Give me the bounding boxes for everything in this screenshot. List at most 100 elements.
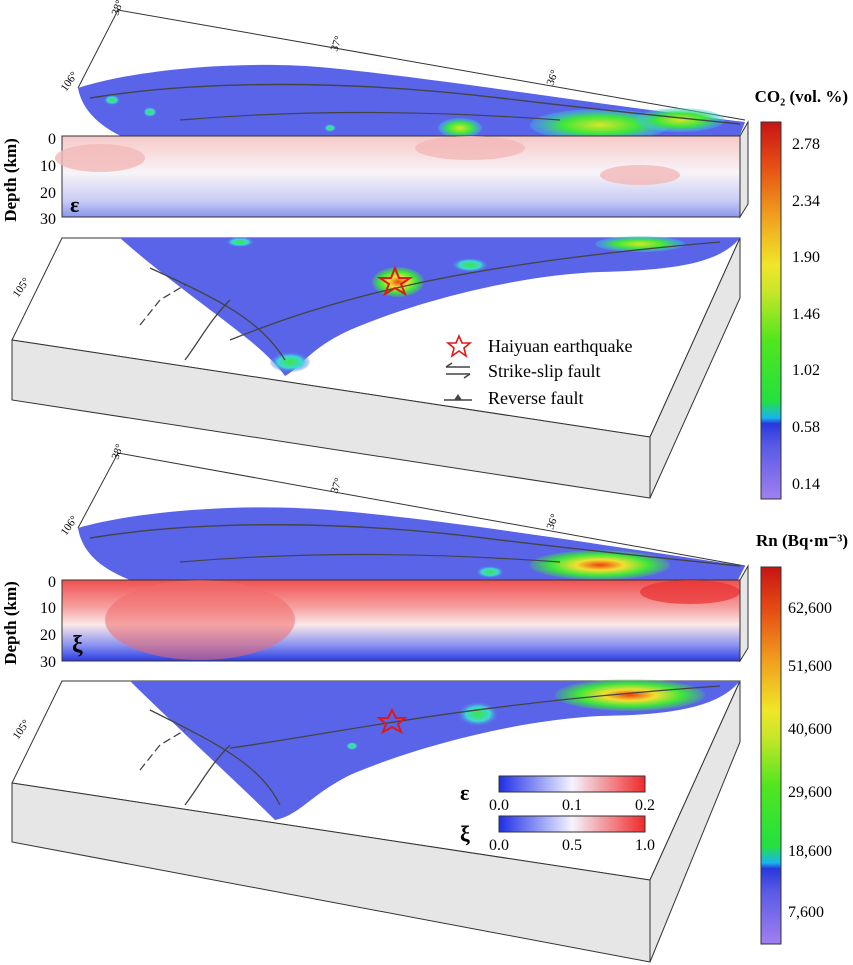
co2-anomaly	[530, 109, 670, 141]
fault-line	[179, 553, 561, 563]
latitude-label: 36°	[545, 68, 562, 87]
fault-line	[184, 299, 231, 361]
xi-scale-bar	[498, 815, 646, 833]
section-scales: ε 0.0 0.1 0.2 ξ 0.0 0.5 1.0	[460, 775, 655, 854]
depth-tick: 30	[40, 211, 56, 228]
colorbar-tick: 0.58	[792, 419, 820, 436]
section-symbol: ε	[70, 192, 79, 217]
colorbar-tick: 1.46	[792, 306, 820, 323]
top-map-frame	[77, 452, 746, 567]
latitude-label: 37°	[329, 476, 346, 495]
block-side	[649, 680, 741, 963]
colorbar-tick: 2.34	[792, 193, 820, 210]
colorbar-tick: 0.14	[792, 476, 820, 493]
rn-anomaly	[530, 550, 670, 580]
colorbar-tick: 40,600	[788, 721, 832, 738]
star-icon	[376, 707, 408, 735]
latitude-label: 37°	[329, 34, 346, 53]
co2-colorbar: CO₂ (vol. %) 2.78 2.34 1.90 1.46 1.02 0.…	[755, 87, 848, 500]
depth-tick: 0	[48, 574, 56, 591]
longitude-label: 106°	[59, 70, 81, 94]
xi-scale-tick: 0.0	[489, 837, 509, 854]
section-anomaly	[55, 144, 145, 172]
rn-anomaly	[458, 702, 498, 726]
epsilon-scale-tick: 0.2	[635, 797, 655, 814]
longitude-label: 105°	[11, 718, 33, 742]
xi-scale-tick: 0.5	[562, 837, 582, 854]
fault-line	[179, 111, 561, 121]
legend-strike-slip-label: Strike-slip fault	[488, 361, 600, 381]
rn-anomaly	[555, 679, 705, 711]
xi-scale-tick: 1.0	[635, 837, 655, 854]
colorbar-tick: 1.90	[792, 249, 820, 266]
depth-tick: 10	[40, 158, 56, 175]
co2-anomaly	[143, 107, 157, 117]
latitude-label: 38°	[110, 0, 127, 17]
epsilon-scale-tick: 0.1	[562, 797, 582, 814]
co2-anomaly	[438, 118, 482, 138]
co2-anomaly	[635, 108, 725, 132]
fault-line	[229, 685, 721, 749]
lower-map-surface	[120, 238, 740, 376]
co2-anomaly	[452, 258, 488, 272]
section-anomaly	[105, 580, 295, 660]
depth-section-side	[739, 120, 749, 219]
star-icon	[376, 265, 414, 297]
lower-map-surface	[130, 681, 740, 820]
colorbar-tick: 1.02	[792, 362, 820, 379]
epsilon-scale-bar	[498, 775, 646, 793]
top-map-frame	[77, 9, 746, 121]
fault-line	[139, 284, 186, 326]
co2-panel: 38° 37° 36° 106° ε Depth (km) 0 10 20 30…	[1, 0, 848, 500]
depth-axis-title: Depth (km)	[1, 138, 20, 222]
depth-tick: 10	[40, 600, 56, 617]
colorbar-tick: 62,600	[788, 600, 832, 617]
co2-anomaly	[372, 267, 424, 297]
colorbar-bar	[760, 566, 782, 945]
depth-tick: 20	[40, 185, 56, 202]
colorbar-title: CO₂ (vol. %)	[755, 87, 848, 106]
section-anomaly	[600, 165, 680, 185]
co2-anomaly	[270, 352, 310, 372]
co2-anomaly	[104, 95, 120, 105]
co2-anomaly	[226, 237, 254, 247]
section-anomaly	[640, 580, 740, 604]
longitude-label: 106°	[59, 514, 81, 538]
rn-panel: 38° 37° 36° 106° ξ Depth (km) 0 10 20 30…	[1, 442, 848, 963]
xi-scale-symbol: ξ	[460, 821, 470, 846]
rn-anomaly	[346, 742, 358, 750]
legend: Haiyuan earthquake Strike-slip fault Rev…	[444, 333, 632, 408]
section-anomaly	[415, 136, 525, 160]
epsilon-scale-symbol: ε	[460, 780, 469, 805]
depth-tick: 0	[48, 131, 56, 148]
star-icon	[445, 333, 473, 358]
section-symbol: ξ	[72, 632, 83, 658]
legend-reverse-label: Reverse fault	[488, 388, 583, 408]
fault-line	[149, 709, 281, 806]
strike-slip-icon	[445, 362, 471, 379]
latitude-label: 38°	[110, 442, 127, 461]
fault-line	[139, 729, 186, 771]
co2-anomaly	[595, 236, 685, 252]
fault-line	[229, 241, 721, 341]
depth-tick: 20	[40, 627, 56, 644]
legend-earthquake-label: Haiyuan earthquake	[488, 336, 632, 356]
latitude-label: 36°	[545, 512, 562, 531]
rn-colorbar: Rn (Bq·m⁻³) 62,600 51,600 40,600 29,600 …	[756, 531, 848, 945]
depth-axis-title: Depth (km)	[1, 581, 20, 665]
longitude-label: 105°	[11, 276, 33, 300]
depth-tick: 30	[40, 654, 56, 671]
co2-anomaly	[324, 124, 336, 132]
depth-section-side	[739, 564, 749, 663]
block-side	[649, 237, 741, 499]
rn-anomaly	[476, 566, 504, 578]
epsilon-scale-tick: 0.0	[489, 797, 509, 814]
fault-line	[184, 744, 231, 806]
colorbar-tick: 18,600	[788, 843, 832, 860]
fault-line	[89, 524, 741, 567]
colorbar-tick: 29,600	[788, 784, 832, 801]
colorbar-title: Rn (Bq·m⁻³)	[756, 531, 848, 550]
colorbar-tick: 7,600	[788, 904, 824, 921]
fault-line	[149, 267, 286, 361]
